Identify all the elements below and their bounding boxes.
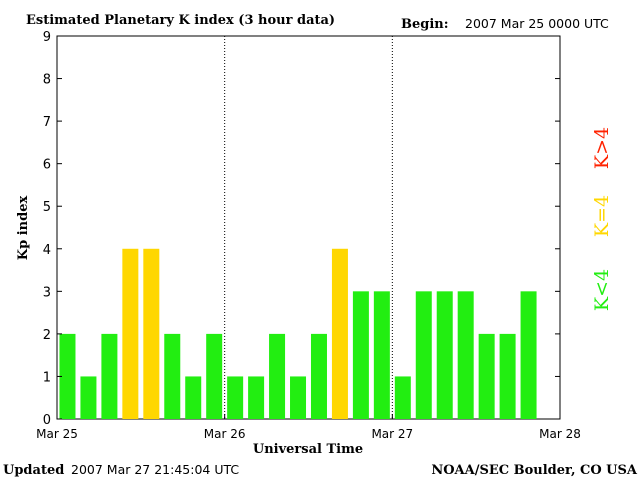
updated-label: Updated (3, 463, 64, 478)
day-dividers (224, 36, 393, 419)
y-tick-label: 6 (43, 158, 51, 173)
kp-bar (310, 333, 327, 419)
kp-bar (394, 376, 411, 419)
kp-bar (101, 333, 118, 419)
kp-bar (164, 333, 181, 419)
kp-bar (59, 333, 76, 419)
y-tick-label: 7 (43, 115, 51, 130)
kp-bar (290, 376, 307, 419)
kp-bar (499, 333, 516, 419)
chart-header: Estimated Planetary K index (3 hour data… (26, 13, 609, 32)
y-tick-label: 8 (43, 73, 51, 88)
chart-title: Estimated Planetary K index (3 hour data… (26, 13, 335, 28)
bars (59, 248, 537, 419)
kp-bar (206, 333, 223, 419)
updated-value: 2007 Mar 27 21:45:04 UTC (71, 462, 239, 477)
x-axis-ticks: Mar 25 Mar 26 Mar 27 Mar 28 (36, 414, 581, 441)
kp-bar (80, 376, 97, 419)
x-tick-label: Mar 26 (204, 427, 246, 441)
kp-bar (227, 376, 244, 419)
kp-bar (478, 333, 495, 419)
y-tick-label: 9 (43, 30, 51, 45)
data-source: NOAA/SEC Boulder, CO USA (431, 463, 638, 478)
kp-bar (352, 291, 369, 419)
kp-bar (269, 333, 286, 419)
kp-bar (248, 376, 265, 419)
kp-bar (185, 376, 202, 419)
kp-bar (436, 291, 453, 419)
chart-footer: Updated 2007 Mar 27 21:45:04 UTC NOAA/SE… (3, 462, 638, 478)
x-tick-label: Mar 25 (36, 427, 78, 441)
y-tick-label: 0 (43, 413, 51, 428)
begin-value: 2007 Mar 25 0000 UTC (465, 16, 609, 31)
kp-bar (457, 291, 474, 419)
plot-frame (56, 35, 561, 420)
y-tick-label: 3 (43, 285, 51, 300)
x-tick-label: Mar 27 (371, 427, 413, 441)
color-legend: K>4 K=4 K<4 (591, 127, 613, 311)
plot-area: 0 1 2 3 4 5 6 7 8 9 Mar 25 Mar 26 Mar 27 Mar 28 (36, 30, 581, 441)
begin-label: Begin: (401, 17, 449, 32)
x-axis-label: Universal Time (253, 442, 363, 457)
y-tick-label: 5 (43, 200, 51, 215)
kp-bar (415, 291, 432, 419)
legend-high: K>4 (591, 127, 613, 169)
kp-bar (520, 291, 537, 419)
y-tick-label: 4 (43, 243, 51, 258)
x-tick-label: Mar 28 (539, 427, 581, 441)
kp-bar (122, 248, 139, 419)
kp-bar (331, 248, 348, 419)
y-axis-ticks: 0 1 2 3 4 5 6 7 8 9 (43, 30, 560, 428)
legend-mid: K=4 (591, 195, 613, 237)
y-tick-label: 1 (43, 370, 51, 385)
legend-low: K<4 (591, 269, 613, 311)
kp-bar (143, 248, 160, 419)
y-axis-label: Kp index (16, 196, 31, 261)
y-tick-label: 2 (43, 328, 51, 343)
kp-bar (373, 291, 390, 419)
